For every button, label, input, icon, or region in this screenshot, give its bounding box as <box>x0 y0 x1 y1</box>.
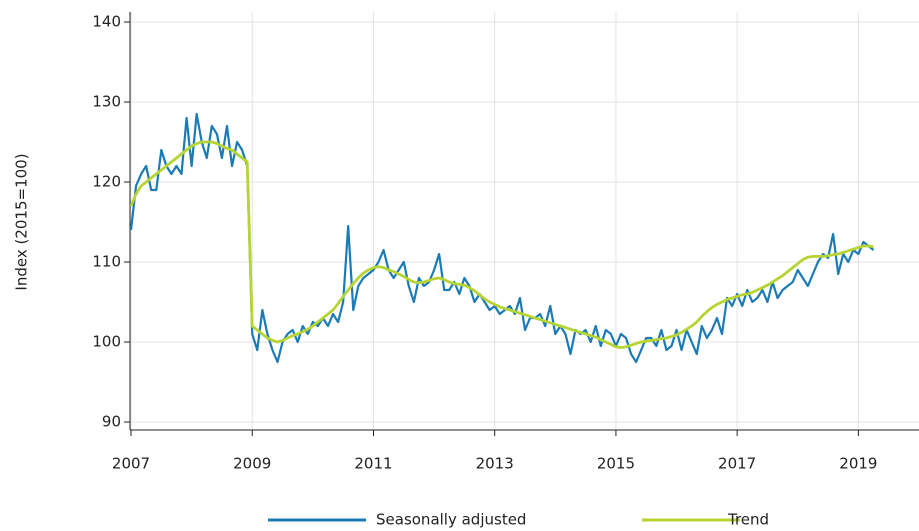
series-line <box>129 140 874 349</box>
legend-label: Seasonally adjusted <box>376 511 526 529</box>
x-tick-label: 2019 <box>839 455 877 473</box>
y-tick-label: 90 <box>102 413 121 431</box>
x-tick-label: 2015 <box>597 455 635 473</box>
x-tick-label: 2009 <box>233 455 271 473</box>
x-tick-label: 2011 <box>354 455 392 473</box>
y-tick-label: 120 <box>92 173 121 191</box>
y-tick-label: 130 <box>92 93 121 111</box>
legend-label: Trend <box>727 511 769 529</box>
y-tick-label: 100 <box>92 333 121 351</box>
series-line <box>129 112 875 364</box>
y-axis-label: Index (2015=100) <box>13 153 31 290</box>
x-tick-label: 2017 <box>718 455 756 473</box>
y-tick-label: 110 <box>92 253 121 271</box>
x-tick-label: 2013 <box>476 455 514 473</box>
x-tick-label: 2007 <box>112 455 150 473</box>
y-tick-label: 140 <box>92 13 121 31</box>
